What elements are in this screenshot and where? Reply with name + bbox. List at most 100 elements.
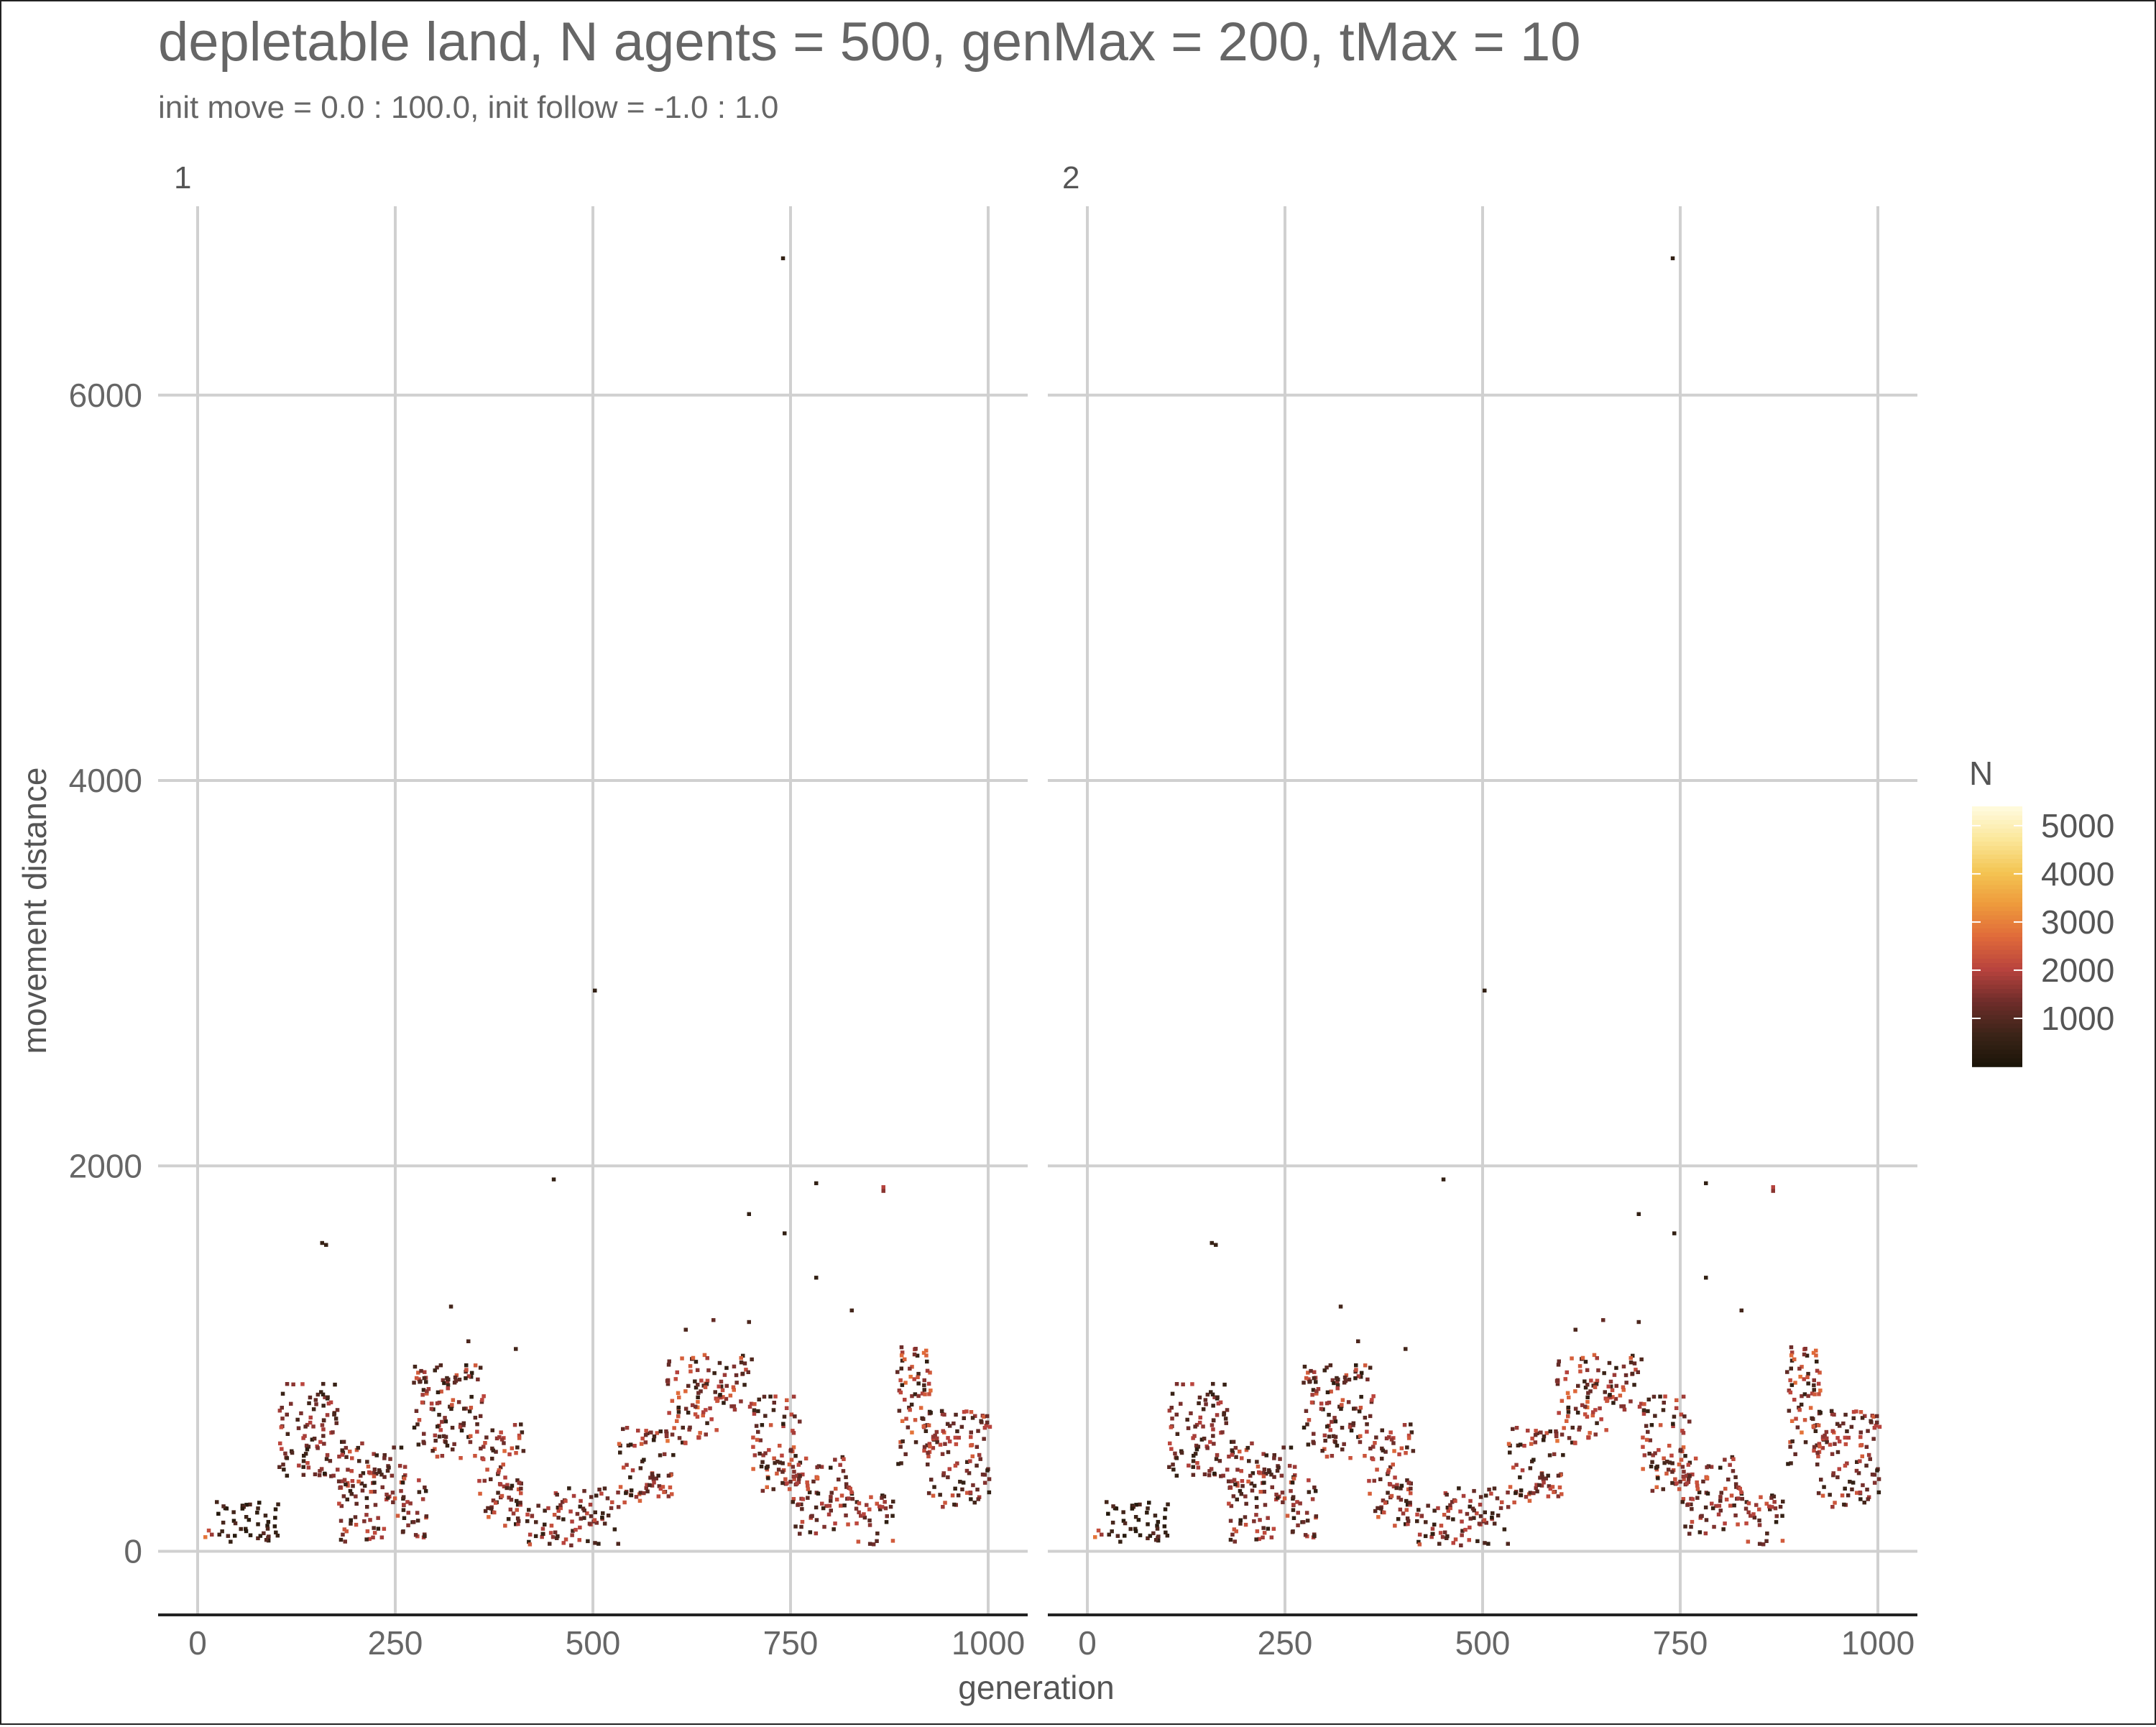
heatmap-tile <box>1651 1453 1655 1457</box>
heatmap-tile <box>1255 1529 1260 1534</box>
heatmap-tile <box>1687 1474 1692 1478</box>
heatmap-tile <box>665 1382 671 1386</box>
heatmap-tile <box>924 1348 929 1353</box>
y-tick-label: 6000 <box>69 377 142 414</box>
heatmap-tile <box>773 1394 778 1399</box>
heatmap-tile <box>931 1446 936 1450</box>
heatmap-tile <box>1190 1382 1194 1386</box>
heatmap-tile <box>301 1473 306 1477</box>
heatmap-tile <box>337 1455 341 1459</box>
heatmap-tile <box>1487 1487 1491 1492</box>
heatmap-tile <box>910 1394 914 1399</box>
heatmap-tile <box>1327 1412 1331 1417</box>
heatmap-tile <box>834 1497 839 1502</box>
heatmap-tile <box>420 1497 425 1501</box>
heatmap-tile <box>516 1487 521 1491</box>
heatmap-tile <box>1257 1470 1261 1475</box>
heatmap-tile <box>1849 1424 1854 1429</box>
heatmap-tile <box>1724 1497 1729 1502</box>
heatmap-tile <box>814 1518 819 1522</box>
heatmap-tile <box>570 1519 574 1524</box>
legend-tick-label: 2000 <box>2041 952 2114 989</box>
heatmap-tile <box>1854 1409 1858 1414</box>
heatmap-tile <box>1096 1528 1101 1533</box>
heatmap-tile <box>916 1375 920 1379</box>
heatmap-tile <box>361 1471 366 1475</box>
heatmap-tile <box>515 1478 520 1483</box>
heatmap-tile <box>1211 1404 1215 1408</box>
heatmap-tile <box>912 1352 917 1357</box>
heatmap-tile <box>376 1516 380 1520</box>
heatmap-tile <box>1685 1503 1690 1507</box>
heatmap-tile <box>516 1519 521 1524</box>
heatmap-tile <box>1430 1526 1435 1531</box>
heatmap-tile <box>1191 1459 1196 1463</box>
heatmap-tile <box>621 1427 625 1432</box>
heatmap-tile <box>1328 1363 1333 1368</box>
heatmap-tile <box>1514 1491 1518 1496</box>
heatmap-tile <box>1156 1534 1161 1539</box>
heatmap-tile <box>797 1476 801 1481</box>
heatmap-tile <box>1170 1391 1175 1396</box>
legend-color-step <box>1972 936 2022 941</box>
heatmap-tile <box>397 1463 402 1468</box>
heatmap-tile <box>840 1455 845 1460</box>
heatmap-tile <box>854 1521 859 1526</box>
heatmap-tile <box>916 1381 921 1386</box>
heatmap-tile <box>1451 1541 1455 1545</box>
heatmap-tile <box>519 1491 523 1496</box>
heatmap-tile <box>781 1424 786 1429</box>
heatmap-tile <box>1621 1388 1626 1392</box>
x-tick-label: 0 <box>188 1624 207 1662</box>
heatmap-tile <box>273 1507 278 1511</box>
heatmap-tile <box>984 1424 988 1428</box>
heatmap-tile <box>210 1532 214 1537</box>
heatmap-tile <box>478 1366 483 1370</box>
heatmap-tile <box>1680 1465 1685 1469</box>
heatmap-tile <box>658 1486 663 1491</box>
heatmap-tile <box>1303 1533 1308 1537</box>
heatmap-tile <box>616 1542 620 1546</box>
heatmap-tile <box>1207 1473 1212 1478</box>
heatmap-tile <box>1738 1486 1742 1491</box>
heatmap-tile <box>1378 1477 1383 1481</box>
heatmap-tile <box>502 1484 507 1488</box>
heatmap-tile <box>1876 1477 1881 1481</box>
heatmap-tile <box>829 1491 834 1495</box>
heatmap-tile <box>1207 1469 1212 1473</box>
heatmap-tile <box>1875 1468 1879 1473</box>
heatmap-tile <box>1757 1542 1762 1546</box>
heatmap-tile <box>1632 1383 1636 1387</box>
heatmap-tile <box>1357 1409 1362 1414</box>
heatmap-tile <box>792 1470 796 1474</box>
heatmap-tile <box>1649 1464 1654 1469</box>
heatmap-tile <box>1733 1513 1738 1518</box>
heatmap-tile <box>1258 1518 1262 1522</box>
heatmap-tile <box>1550 1485 1555 1489</box>
heatmap-tile <box>1802 1352 1807 1357</box>
heatmap-tile <box>922 1383 926 1388</box>
heatmap-tile <box>1138 1502 1142 1507</box>
heatmap-tile <box>650 1475 655 1479</box>
heatmap-tile <box>349 1469 354 1473</box>
heatmap-tile <box>987 1424 992 1429</box>
heatmap-tile <box>913 1418 918 1422</box>
heatmap-tile <box>1557 1359 1561 1363</box>
heatmap-tile <box>1280 1491 1285 1495</box>
heatmap-tile <box>435 1455 440 1459</box>
heatmap-tile <box>1230 1452 1234 1457</box>
heatmap-tile <box>265 1526 270 1531</box>
legend-title: N <box>1969 755 1993 792</box>
legend-color-step <box>1972 1057 2022 1063</box>
heatmap-tile <box>481 1457 486 1462</box>
y-tick-label: 0 <box>124 1533 142 1570</box>
heatmap-tile <box>1483 988 1487 993</box>
heatmap-tile <box>1201 1424 1205 1429</box>
heatmap-tile <box>694 1404 698 1409</box>
heatmap-tile <box>382 1456 387 1460</box>
heatmap-tile <box>1270 1485 1274 1490</box>
heatmap-tile <box>436 1390 441 1394</box>
heatmap-tile <box>1296 1511 1300 1515</box>
heatmap-tile <box>1285 1514 1290 1518</box>
heatmap-tile <box>900 1350 905 1355</box>
